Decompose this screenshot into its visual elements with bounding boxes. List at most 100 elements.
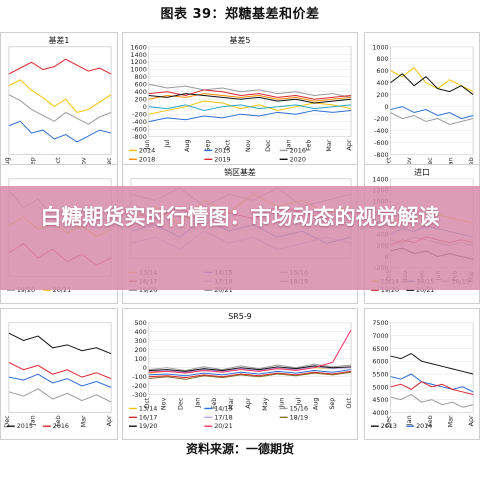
series-line-4: [8, 94, 112, 125]
legend-label: 19/20: [139, 286, 158, 294]
plot-frame: [390, 46, 474, 155]
x-tick-label: Mar: [325, 139, 333, 151]
legend-label: 20/21: [416, 286, 434, 294]
series-line-3: [390, 381, 474, 395]
y-tick-label: 4000: [372, 409, 388, 417]
series-line-1: [390, 67, 474, 93]
x-tick-label: Nov: [405, 157, 413, 170]
x-tick-label: Jan: [28, 415, 36, 426]
y-tick-label: -200: [132, 382, 147, 390]
legend-label: 2014: [139, 146, 155, 154]
legend-label: 20/21: [214, 422, 233, 430]
series-line-6: [148, 371, 352, 380]
plot-frame: [8, 46, 112, 155]
x-tick-label: Apr: [345, 139, 353, 150]
legend-label: 18/19: [290, 413, 309, 421]
y-tick-label: 800: [135, 73, 147, 81]
y-tick-label: 1000: [130, 66, 146, 74]
series-line-3: [148, 83, 352, 98]
y-tick-label: -600: [132, 126, 147, 134]
y-tick-label: 7000: [372, 332, 388, 340]
legend-label: 2020: [290, 155, 306, 163]
x-tick-label: Aug: [3, 157, 11, 170]
y-tick-label: 5500: [372, 370, 388, 378]
x-tick-label: Nov: [160, 397, 168, 410]
y-tick-label: 1200: [130, 58, 146, 66]
series-line-4: [390, 393, 474, 408]
y-tick-label: 1400: [372, 175, 388, 183]
y-tick-label: -800: [132, 133, 147, 141]
series-line-4: [148, 93, 352, 102]
x-tick-label: Sep: [203, 140, 211, 152]
chart-svg-2: 基差5 16001400120010008006004002000-200-400…: [128, 35, 353, 172]
legend-label: 2018: [139, 155, 155, 163]
series-line-1: [8, 79, 112, 113]
x-tick-label: Dec: [176, 397, 184, 410]
y-tick-label: 400: [135, 88, 147, 96]
series-line-2: [148, 109, 352, 123]
chart-svg-7: Dec Jan Feb Mar Apr 2015 2016: [3, 322, 113, 430]
x-tick-label: Aug: [311, 398, 319, 410]
x-tick-label: Apr: [105, 415, 113, 426]
series-line-7: [148, 365, 352, 372]
legend-label: 2014: [416, 422, 432, 430]
x-tick-label: Nov: [244, 139, 252, 152]
y-tick-label: 4500: [372, 396, 388, 404]
y-tick-label: -200: [374, 115, 388, 123]
series-line-3: [390, 112, 474, 125]
chart-title: 销区基差: [224, 167, 256, 177]
chart-title: SR5-9: [228, 312, 251, 321]
x-tick-label: Jan: [284, 140, 292, 151]
legend-label: 13/14: [139, 404, 158, 412]
x-tick-label: Oct: [54, 157, 62, 169]
x-tick-label: May: [261, 397, 269, 410]
series-line-2: [390, 373, 474, 393]
legend-label: 2013: [381, 422, 397, 430]
legend-label: 17/18: [214, 413, 233, 421]
y-tick-label: -400: [374, 127, 388, 135]
chart-title: 基差5: [230, 35, 251, 45]
series-line-1: [390, 352, 474, 375]
y-tick-label: 400: [135, 328, 147, 336]
source-note: 资料来源：一德期货: [185, 442, 294, 456]
x-tick-label: Mar: [446, 415, 454, 427]
x-tick-label: Feb: [305, 140, 313, 151]
x-tick-label: Jul: [294, 397, 302, 406]
chart-panel-8: SR5-9 500 400 300 200 100 0 -100 -200 -300 Oct Nov D…: [122, 308, 358, 440]
chart-panel-9: 7500 7000 6500 6000 5500 5000 4500 4000 Dec Jan Fe…: [364, 308, 480, 440]
chart-panel-1: 基差1AugSepOctNovDec201620172020: [0, 32, 118, 182]
y-tick-label: 300: [135, 337, 147, 345]
x-tick-label: Aug: [183, 140, 191, 152]
x-tick-label: Feb: [210, 398, 218, 409]
y-tick-label: 6500: [372, 345, 388, 353]
y-tick-label: 600: [376, 67, 388, 75]
x-tick-label: Jan: [446, 157, 454, 168]
overlay-banner: [0, 186, 480, 290]
y-tick-label: 1000: [372, 43, 388, 51]
legend-label: 20/21: [214, 286, 233, 294]
y-tick-label: 400: [376, 79, 388, 87]
y-tick-label: 100: [135, 355, 147, 363]
y-tick-label: 1400: [130, 51, 146, 59]
x-tick-label: Dec: [385, 415, 393, 428]
x-tick-label: Feb: [426, 415, 434, 426]
series-line-2: [8, 120, 112, 143]
y-tick-label: -200: [132, 111, 147, 119]
series-line-2: [148, 369, 352, 377]
y-tick-label: 0: [143, 103, 147, 111]
y-tick-label: 800: [376, 55, 388, 63]
x-tick-label: Dec: [426, 157, 434, 170]
y-tick-label: -400: [132, 118, 147, 126]
x-tick-label: Sep: [328, 398, 336, 410]
x-tick-label: Jul: [163, 139, 171, 148]
y-tick-label: 600: [135, 81, 147, 89]
x-tick-label: Oct: [143, 397, 151, 409]
y-tick-label: -600: [374, 139, 388, 147]
series-line-3: [8, 373, 112, 388]
x-tick-label: Feb: [467, 157, 475, 168]
x-tick-label: Dec: [105, 157, 113, 170]
x-tick-label: Sep: [28, 157, 36, 169]
series-line-3: [8, 58, 112, 75]
